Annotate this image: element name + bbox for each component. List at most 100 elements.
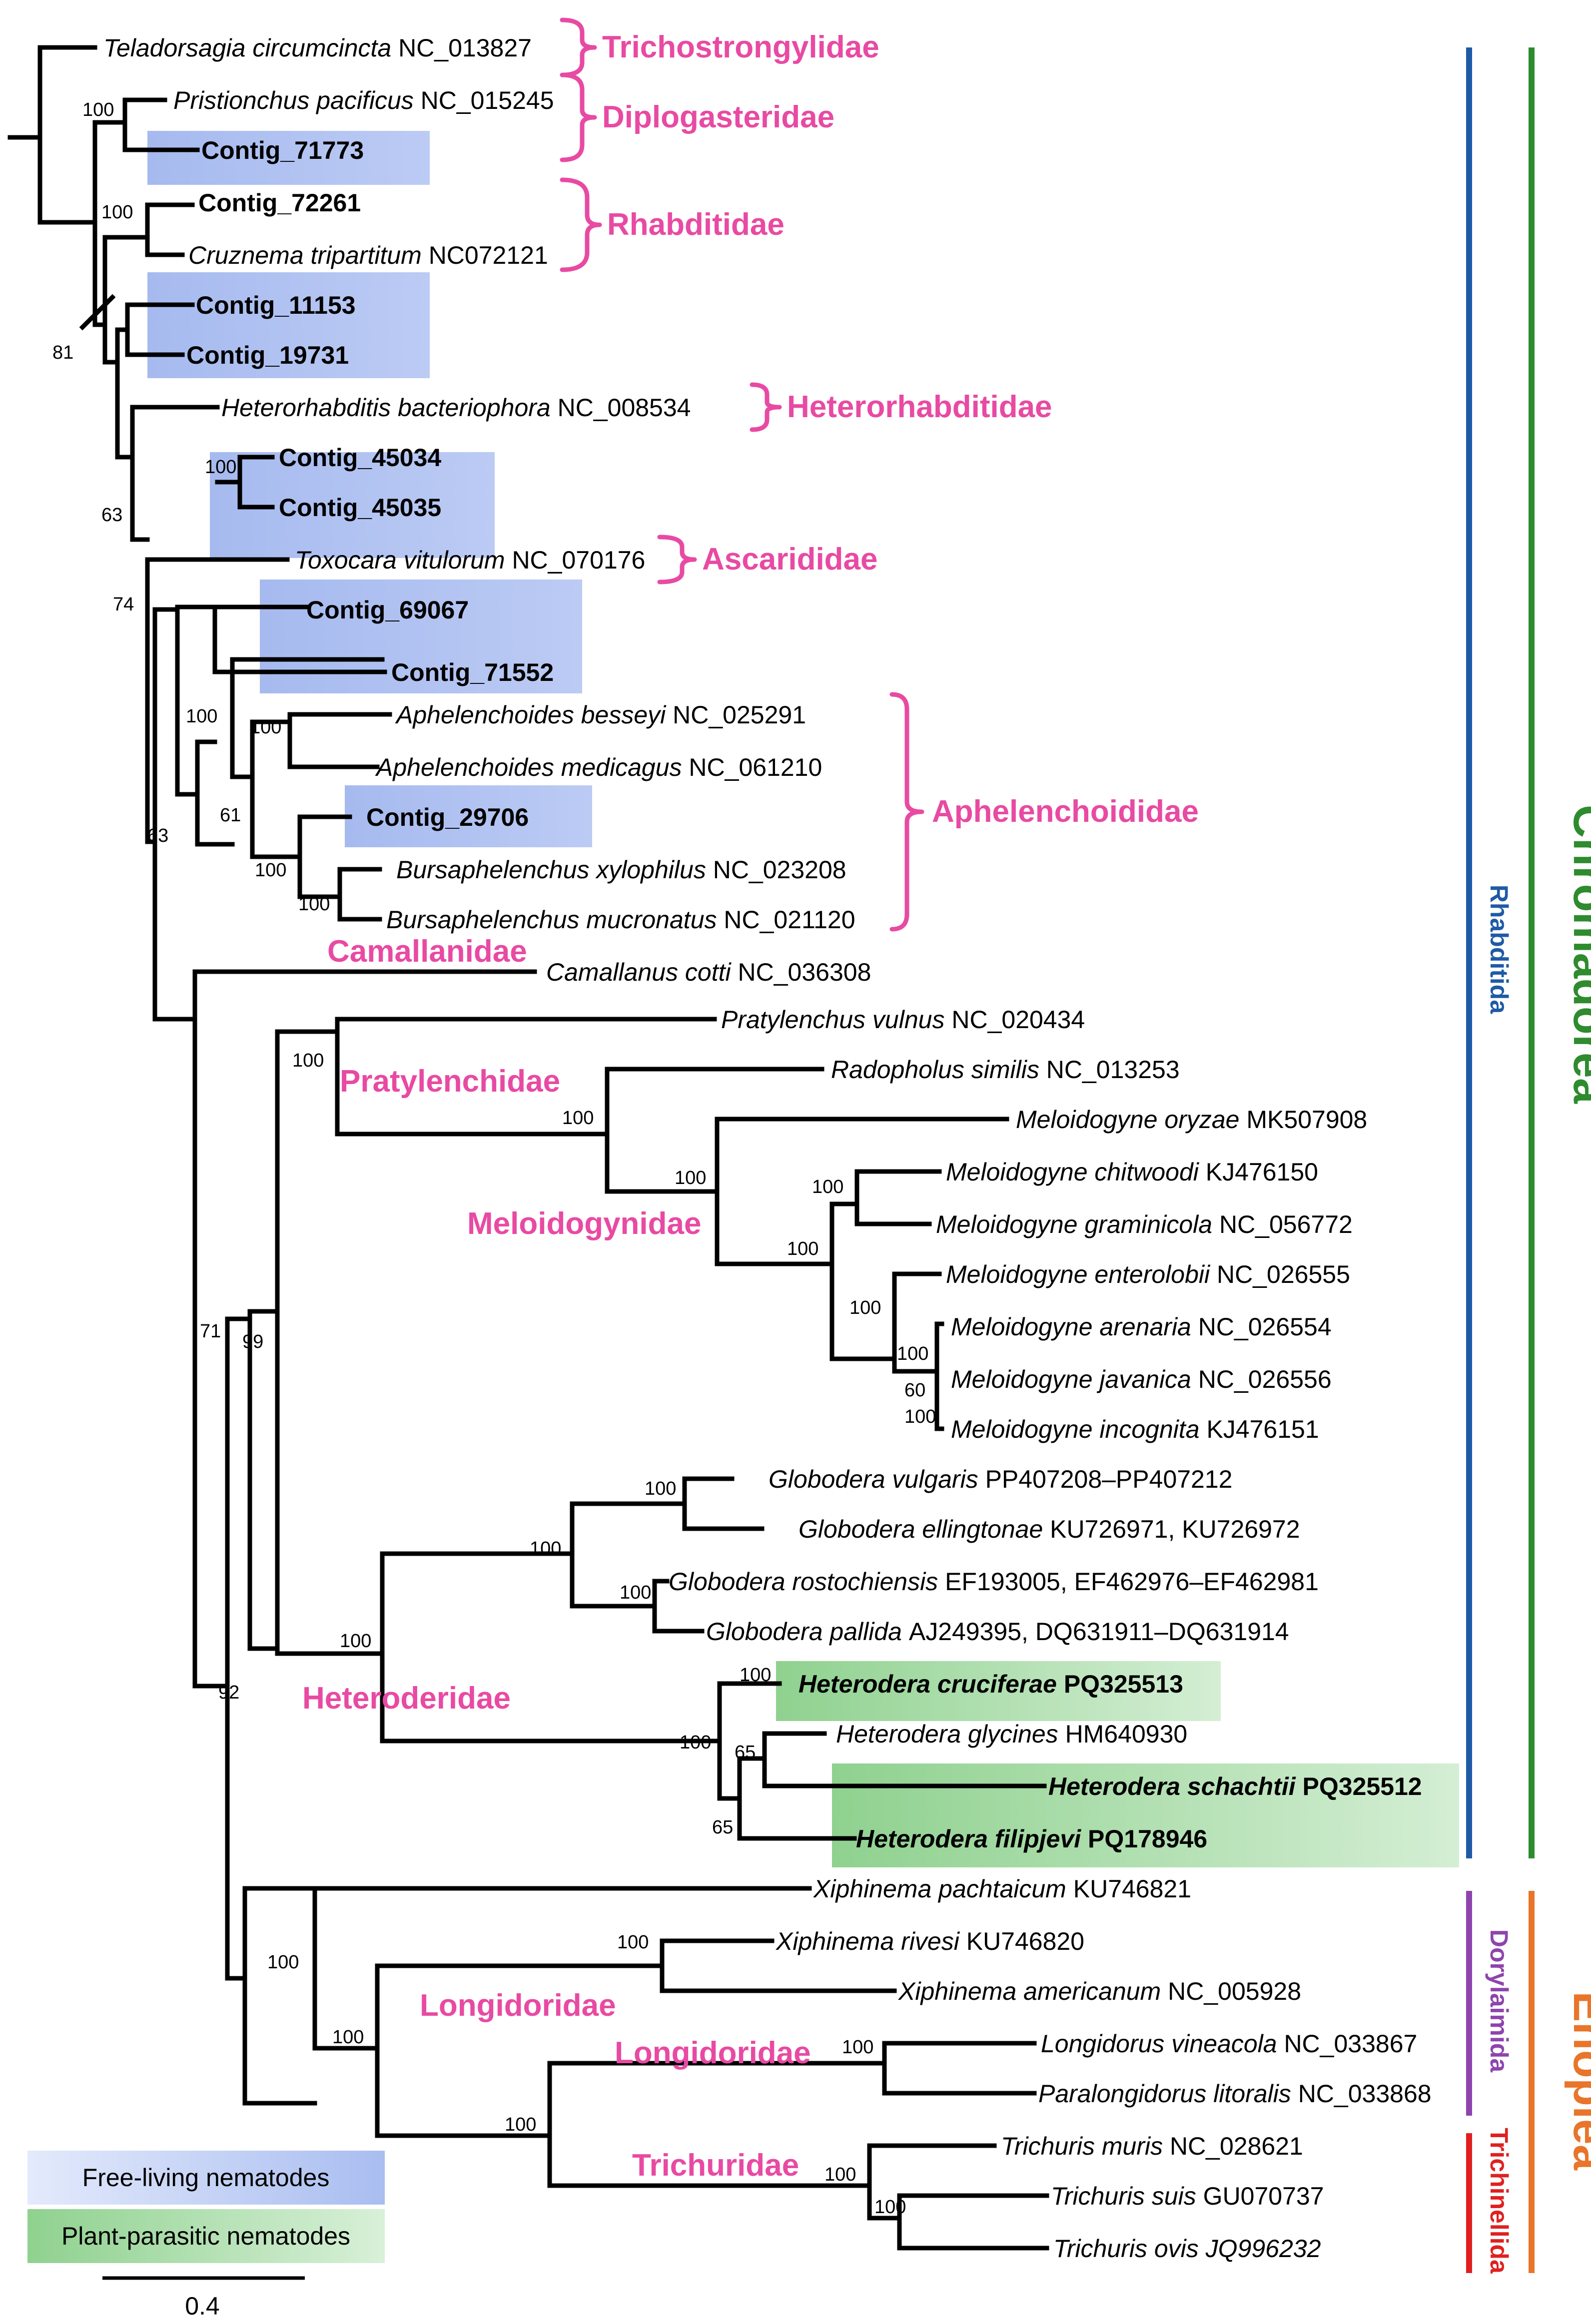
tip-accession: KJ476150 <box>1206 1158 1318 1186</box>
tip-accession: NC_028621 <box>1170 2132 1303 2160</box>
tip-accession: KU746820 <box>966 1927 1084 1955</box>
support-value: 100 <box>340 1631 371 1652</box>
tip-species: Heterodera filipjevi <box>856 1825 1088 1853</box>
tip-label: Meloidogyne arenaria NC_026554 <box>951 1313 1332 1341</box>
tip-species: Meloidogyne chitwoodi <box>946 1158 1206 1186</box>
support-value: 100 <box>897 1343 928 1364</box>
tip-accession: NC_026556 <box>1198 1365 1332 1393</box>
tip-species: Globodera rostochiensis <box>669 1568 945 1596</box>
tip-label: Contig_11153 <box>196 291 356 319</box>
tip-species: Heterodera cruciferae <box>798 1670 1064 1698</box>
plant-parasitic-highlight <box>832 1763 1459 1867</box>
tip-accession: KU746821 <box>1073 1875 1191 1903</box>
family-label: Longidoridae <box>615 2036 811 2070</box>
family-label: Camallanidae <box>327 934 527 969</box>
tip-species: Paralongidorus litoralis <box>1038 2080 1298 2108</box>
support-value: 65 <box>735 1742 756 1763</box>
tip-species: Heterodera glycines <box>836 1720 1065 1748</box>
support-value: 74 <box>113 594 134 615</box>
support-value: 100 <box>617 1932 649 1953</box>
tip-species: Aphelenchoides medicagus <box>375 753 689 781</box>
chromadorea-label: Chromadorea <box>1564 805 1591 1104</box>
tip-label: Meloidogyne javanica NC_026556 <box>951 1365 1332 1393</box>
support-value: 100 <box>787 1238 818 1259</box>
family-label: Ascarididae <box>702 542 878 577</box>
tip-accession: NC_070176 <box>512 546 645 574</box>
tip-accession: MK507908 <box>1246 1106 1367 1134</box>
tip-species: Xiphinema rivesi <box>776 1927 966 1955</box>
family-label: Longidoridae <box>420 1988 616 2023</box>
tip-label: Toxocara vitulorum NC_070176 <box>295 546 645 574</box>
tip-accession: NC_005928 <box>1168 1977 1301 2005</box>
family-brace <box>560 72 597 162</box>
tip-species: Radopholus similis <box>831 1056 1046 1084</box>
tip-accession: NC_025291 <box>673 701 806 729</box>
tip-accession: Contig_45035 <box>279 494 441 522</box>
tip-label: Trichuris muris NC_028621 <box>1001 2132 1303 2160</box>
tip-species: Meloidogyne arenaria <box>951 1313 1198 1341</box>
tip-accession: Contig_29706 <box>366 803 529 831</box>
tip-species: Meloidogyne javanica <box>951 1365 1198 1393</box>
free-living-highlight <box>260 580 582 693</box>
support-value: 60 <box>904 1380 925 1401</box>
family-labels: Trichostrongylidae Diplogasteridae Rhabd… <box>302 30 1199 2183</box>
tip-accession: HM640930 <box>1065 1720 1188 1748</box>
scale-bar-label: 0.4 <box>185 2292 220 2320</box>
free-living-highlight <box>345 785 592 847</box>
tip-label: Meloidogyne chitwoodi KJ476150 <box>946 1158 1318 1186</box>
family-label: Heteroderidae <box>302 1681 511 1716</box>
tip-accession: NC_036308 <box>738 958 871 986</box>
tip-species: Globodera vulgaris <box>769 1465 985 1493</box>
family-brace <box>560 177 602 272</box>
tip-label: Meloidogyne oryzae MK507908 <box>1016 1106 1367 1134</box>
support-value: 100 <box>812 1176 843 1197</box>
legend: Free-living nematodes Plant-parasitic ne… <box>27 2151 385 2263</box>
support-value: 100 <box>620 1582 651 1603</box>
support-value: 99 <box>242 1331 263 1352</box>
tip-label: Pratylenchus vulnus NC_020434 <box>721 1006 1085 1034</box>
family-label: Pratylenchidae <box>340 1064 560 1099</box>
tip-species: Xiphinema americanum <box>898 1977 1168 2005</box>
highlight-boxes <box>147 131 1459 1867</box>
tip-accession: NC_008534 <box>558 394 691 422</box>
tip-accession: PQ325512 <box>1303 1772 1422 1800</box>
tip-label: Pristionchus pacificus NC_015245 <box>173 86 554 114</box>
tip-accession: NC_020434 <box>951 1006 1085 1034</box>
tip-species: Trichuris ovis <box>1053 2235 1206 2263</box>
tip-label: Meloidogyne incognita KJ476151 <box>951 1415 1319 1443</box>
tip-accession: Contig_71552 <box>391 658 554 686</box>
tip-accession: KJ476151 <box>1206 1415 1319 1443</box>
rhabditida-label: Rhabditida <box>1485 885 1513 1015</box>
tip-label: Bursaphelenchus xylophilus NC_023208 <box>396 856 846 884</box>
legend-plant-parasitic-label: Plant-parasitic nematodes <box>61 2222 350 2250</box>
tip-accession: NC_015245 <box>421 86 554 114</box>
support-value: 100 <box>298 894 330 915</box>
family-brace <box>889 692 924 932</box>
support-value: 63 <box>147 825 168 846</box>
tip-accession: EF193005, EF462976–EF462981 <box>945 1568 1319 1596</box>
tip-label: Longidorus vineacola NC_033867 <box>1041 2030 1417 2058</box>
tip-label: Contig_45034 <box>279 444 441 472</box>
tip-label: Heterodera cruciferae PQ325513 <box>798 1670 1183 1698</box>
tip-label: Contig_69067 <box>306 596 469 624</box>
tip-accession: Contig_19731 <box>186 341 349 369</box>
tip-label: Bursaphelenchus mucronatus NC_021120 <box>386 906 855 934</box>
tip-species: Meloidogyne graminicola <box>936 1210 1219 1238</box>
tip-accession: AJ249395, DQ631911–DQ631914 <box>909 1618 1289 1646</box>
support-value: 100 <box>645 1478 676 1499</box>
family-brace <box>750 382 782 432</box>
support-value: 100 <box>904 1406 936 1427</box>
support-value: 100 <box>562 1108 594 1129</box>
tip-accession: NC072121 <box>429 241 548 269</box>
support-value: 100 <box>740 1665 771 1686</box>
tip-accession: NC_033867 <box>1284 2030 1417 2058</box>
tip-species: Bursaphelenchus mucronatus <box>386 906 724 934</box>
tip-species: Trichuris muris <box>1001 2132 1170 2160</box>
plant-parasitic-highlight <box>776 1661 1221 1721</box>
support-value: 100 <box>680 1732 711 1753</box>
tip-label: Contig_45035 <box>279 494 441 522</box>
tip-accession: NC_056772 <box>1219 1210 1353 1238</box>
tip-species: Teladorsagia circumcincta <box>103 34 398 62</box>
support-value: 100 <box>842 2037 873 2058</box>
